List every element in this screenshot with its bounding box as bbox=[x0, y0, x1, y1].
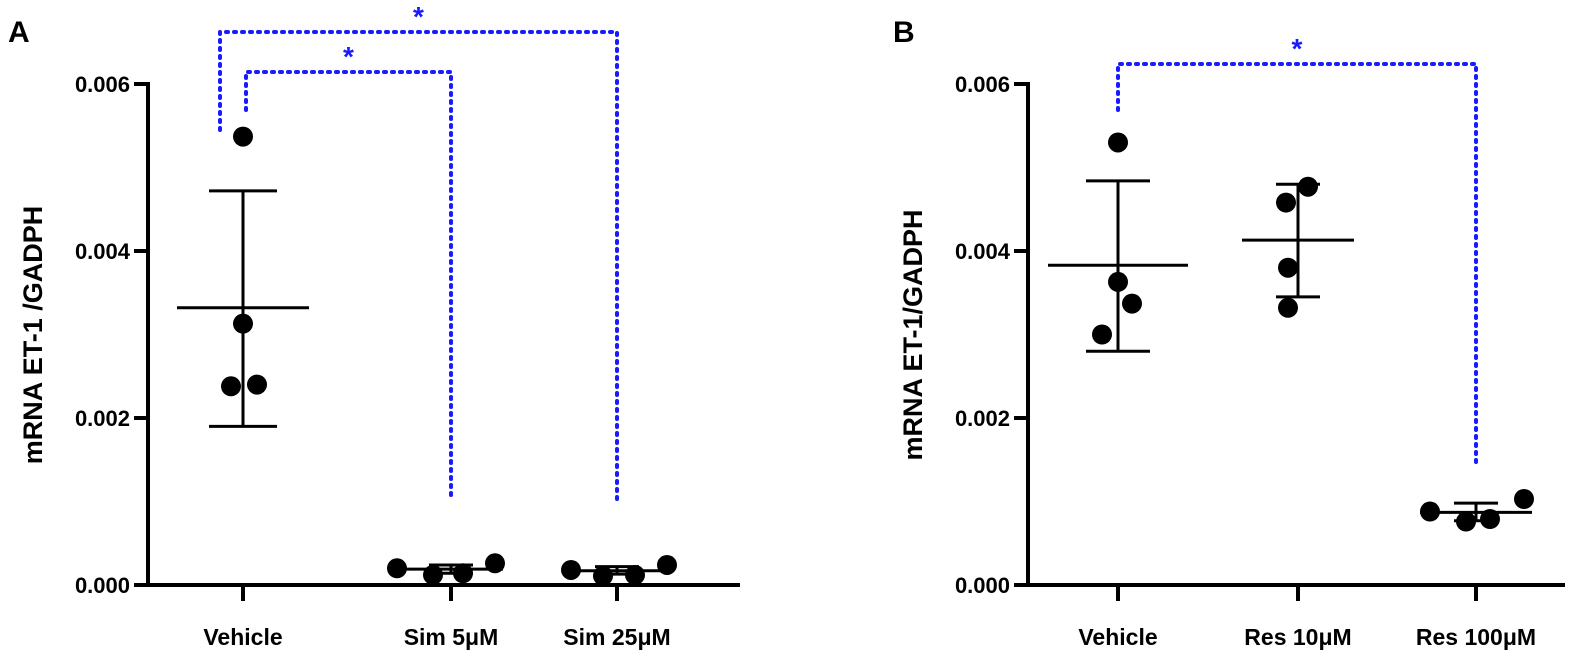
panel-b-data-point bbox=[1108, 271, 1128, 292]
panel-b-data-point bbox=[1108, 132, 1128, 153]
panel-b-data-point bbox=[1276, 192, 1296, 213]
panel-a-data-point bbox=[625, 564, 645, 585]
panel-a-data-point bbox=[247, 374, 267, 395]
panel-b-significance-bracket bbox=[1116, 62, 1478, 467]
panel-b-data-point bbox=[1420, 501, 1440, 522]
panel-a-data-point bbox=[453, 563, 473, 584]
panel-b-plot-area: 0.000 0.002 0.004 0.006 Vehicle Res 10μM Res 1… bbox=[955, 33, 1565, 650]
panel-b-y-tick-label: 0.006 bbox=[955, 72, 1010, 97]
panel-a-data-point bbox=[657, 554, 677, 575]
panel-a-letter: A bbox=[8, 16, 30, 49]
panel-b-y-tick-label: 0.000 bbox=[955, 573, 1010, 598]
panel-a-data-point bbox=[593, 565, 613, 586]
panel-a-significance-bracket bbox=[218, 30, 619, 502]
panel-a-x-tick-label: Vehicle bbox=[203, 624, 282, 650]
panel-b-significance-star: * bbox=[1292, 33, 1303, 64]
panel-b-y-axis-title: mRNA ET-1/GADPH bbox=[898, 209, 928, 460]
panel-b-data-point bbox=[1456, 511, 1476, 532]
panel-b-data-point bbox=[1122, 293, 1142, 314]
panel-a-y-tick-label: 0.000 bbox=[75, 573, 130, 598]
panel-a-y-tick-label: 0.004 bbox=[75, 239, 131, 264]
panel-b-data-point bbox=[1514, 488, 1534, 509]
panel-a-data-point bbox=[561, 559, 581, 580]
panel-a-y-tick-label: 0.006 bbox=[75, 72, 130, 97]
panel-a-x-tick-label: Sim 5μM bbox=[404, 624, 499, 650]
panel-a-data-point bbox=[233, 313, 253, 334]
panel-a-significance-bracket bbox=[244, 70, 453, 502]
panel-b-x-tick-label: Res 100μM bbox=[1416, 624, 1536, 650]
panel-a-x-tick-label: Sim 25μM bbox=[563, 624, 670, 650]
panel-a-y-tick-label: 0.002 bbox=[75, 406, 130, 431]
panel-b-y-tick-label: 0.002 bbox=[955, 406, 1010, 431]
panel-b-data-point bbox=[1278, 257, 1298, 278]
panel-a: A mRNA ET-1 /GADPH 0.000 0.002 0.004 0.006 V… bbox=[8, 1, 740, 650]
panel-a-plot-area: 0.000 0.002 0.004 0.006 Vehicle Sim 5μM Sim 25… bbox=[75, 1, 740, 650]
panel-b-letter: B bbox=[893, 16, 915, 49]
panel-a-significance-star: * bbox=[413, 1, 424, 32]
panel-a-data-point bbox=[387, 558, 407, 579]
panel-b: B mRNA ET-1/GADPH 0.000 0.002 0.004 0.006 Ve… bbox=[893, 16, 1565, 650]
panel-a-data-point bbox=[423, 564, 443, 585]
panel-b-data-point bbox=[1480, 509, 1500, 530]
panel-b-x-tick-label: Res 10μM bbox=[1244, 624, 1351, 650]
panel-a-data-point bbox=[221, 376, 241, 397]
panel-b-data-point bbox=[1298, 176, 1318, 197]
panel-b-x-tick-label: Vehicle bbox=[1078, 624, 1157, 650]
panel-a-significance-star: * bbox=[343, 41, 354, 72]
panel-a-data-point bbox=[233, 126, 253, 147]
panel-b-data-point bbox=[1278, 297, 1298, 318]
panel-a-data-point bbox=[485, 553, 505, 574]
panel-a-y-axis-title: mRNA ET-1 /GADPH bbox=[18, 206, 48, 465]
panel-b-data-point bbox=[1092, 324, 1112, 345]
panel-b-y-tick-label: 0.004 bbox=[955, 239, 1011, 264]
